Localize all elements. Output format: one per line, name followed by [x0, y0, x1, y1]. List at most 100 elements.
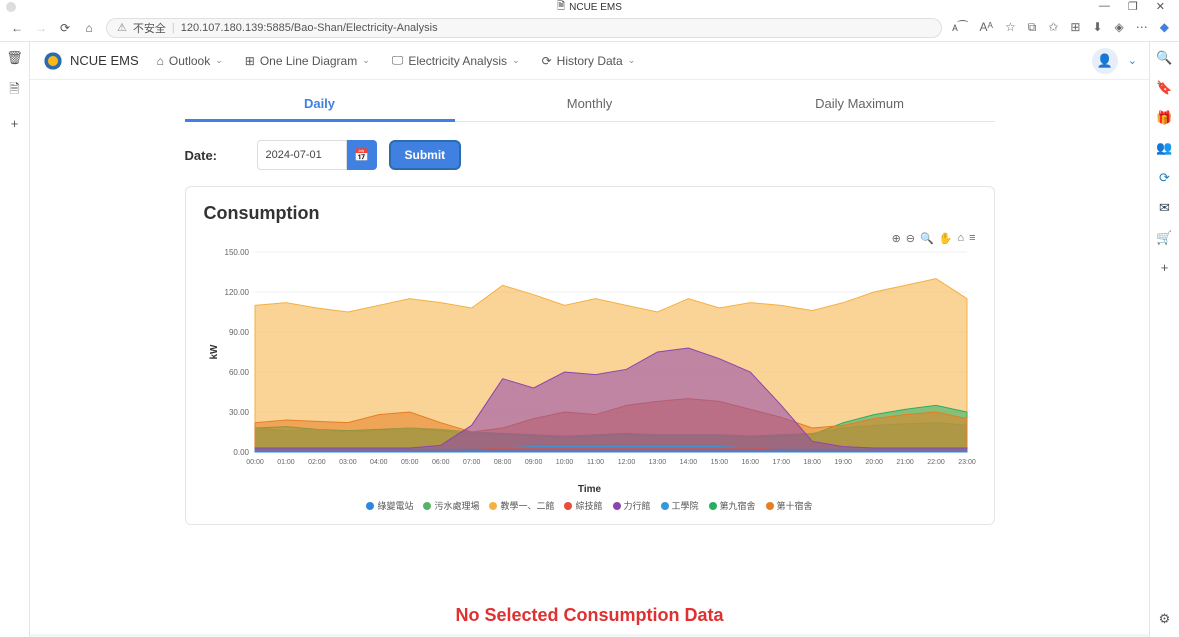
- nav-item-label: Outlook: [169, 54, 210, 68]
- svg-text:60.00: 60.00: [228, 368, 249, 377]
- submit-button[interactable]: Submit: [389, 140, 462, 170]
- forward-button[interactable]: →: [34, 21, 48, 35]
- right-rail-item[interactable]: ✉: [1159, 200, 1170, 216]
- brand-logo-icon: [42, 50, 64, 72]
- view-tabs: DailyMonthlyDaily Maximum: [185, 86, 995, 122]
- nav-item[interactable]: ⊞One Line Diagram⌄: [245, 53, 370, 68]
- nav-item[interactable]: 🖵Electricity Analysis⌄: [392, 53, 520, 68]
- date-label: Date:: [185, 148, 245, 163]
- nav-item[interactable]: ⟳History Data⌄: [542, 53, 636, 68]
- legend-item[interactable]: 綠變電站: [366, 499, 413, 512]
- tab-daily[interactable]: Daily: [185, 86, 455, 121]
- right-rail-item[interactable]: 👥: [1156, 140, 1172, 156]
- right-rail-item[interactable]: 🔍: [1156, 50, 1172, 66]
- svg-text:04:00: 04:00: [370, 459, 388, 466]
- window-title-bar: 🗎 NCUE EMS — ❐ ✕: [0, 0, 1179, 14]
- right-rail-item[interactable]: ⚙: [1159, 611, 1171, 627]
- legend-item[interactable]: 第十宿舍: [766, 499, 813, 512]
- copilot-icon[interactable]: ◆: [1160, 20, 1169, 35]
- legend-dot: [709, 502, 717, 510]
- window-maximize-button[interactable]: ❐: [1128, 0, 1138, 13]
- legend-label: 污水處理場: [434, 499, 479, 512]
- chart-tool-button[interactable]: ⊕: [892, 232, 901, 245]
- nav-item-icon: ⌂: [157, 54, 164, 68]
- svg-text:150.00: 150.00: [224, 248, 249, 257]
- window-minimize-button[interactable]: —: [1099, 0, 1110, 13]
- legend-item[interactable]: 第九宿舍: [709, 499, 756, 512]
- legend-item[interactable]: 教學一、二館: [489, 499, 554, 512]
- chevron-down-icon: ⌄: [628, 55, 636, 66]
- user-menu-button[interactable]: 👤: [1092, 48, 1118, 74]
- tab-monthly[interactable]: Monthly: [455, 86, 725, 121]
- legend-label: 工學院: [672, 499, 699, 512]
- svg-text:07:00: 07:00: [462, 459, 480, 466]
- favorite-icon[interactable]: ☆: [1005, 20, 1016, 35]
- calendar-button[interactable]: 📅: [347, 140, 377, 170]
- favorites-bar-icon[interactable]: ✩: [1048, 20, 1058, 35]
- url-input[interactable]: ⚠ 不安全 | 120.107.180.139:5885/Bao-Shan/El…: [106, 18, 942, 38]
- collections-icon[interactable]: ⧉: [1028, 20, 1037, 35]
- user-menu-chevron-icon[interactable]: ⌄: [1128, 54, 1137, 67]
- legend-item[interactable]: 工學院: [661, 499, 699, 512]
- nav-item-icon: ⟳: [542, 54, 552, 68]
- svg-text:01:00: 01:00: [277, 459, 295, 466]
- tab-daily-maximum[interactable]: Daily Maximum: [725, 86, 995, 121]
- read-aloud-icon[interactable]: ᴀ⁀: [952, 20, 968, 35]
- performance-icon[interactable]: ◈: [1115, 20, 1124, 35]
- chart-tool-button[interactable]: ✋: [939, 232, 953, 245]
- nav-item-icon: ⊞: [245, 54, 255, 68]
- legend-label: 綠變電站: [377, 499, 413, 512]
- nav-item-icon: 🖵: [392, 53, 404, 68]
- url-text: 120.107.180.139:5885/Bao-Shan/Electricit…: [181, 22, 438, 34]
- no-data-message: No Selected Consumption Data: [30, 605, 1149, 626]
- legend-dot: [661, 502, 669, 510]
- downloads-icon[interactable]: ⬇: [1092, 20, 1102, 35]
- legend-dot: [766, 502, 774, 510]
- page-icon: 🗎: [557, 0, 565, 16]
- legend-label: 力行館: [624, 499, 651, 512]
- legend-dot: [366, 502, 374, 510]
- right-rail-item[interactable]: 🛒: [1156, 230, 1172, 246]
- chart-title: Consumption: [204, 203, 976, 224]
- chart-legend: 綠變電站 污水處理場 教學一、二館綜技館 力行館 工學院 第九宿舍第十宿舍: [204, 499, 976, 512]
- svg-text:15:00: 15:00: [710, 459, 728, 466]
- right-rail-item[interactable]: ⟳: [1159, 170, 1170, 186]
- legend-item[interactable]: 污水處理場: [423, 499, 479, 512]
- text-size-icon[interactable]: Aᴬ: [980, 20, 993, 35]
- back-button[interactable]: ←: [10, 21, 24, 35]
- chart-tool-button[interactable]: ⊖: [906, 232, 915, 245]
- page-top-nav: NCUE EMS ⌂ Outlook ⌄ ⊞One Line Diagram⌄ 🖵 Ele…: [30, 42, 1149, 80]
- legend-item[interactable]: 力行館: [613, 499, 651, 512]
- home-button[interactable]: ⌂: [82, 21, 96, 35]
- refresh-button[interactable]: ⟳: [58, 21, 72, 35]
- chart-tool-button[interactable]: ⌂: [957, 232, 964, 245]
- chart-tool-button[interactable]: ≡: [969, 232, 975, 245]
- window-close-button[interactable]: ✕: [1156, 0, 1165, 13]
- extensions-icon[interactable]: ⊞: [1070, 20, 1080, 35]
- consumption-area-chart[interactable]: 0.0030.0060.0090.00120.00150.00kW00:0001…: [204, 232, 976, 482]
- right-rail-item[interactable]: +: [1161, 260, 1169, 275]
- brand-logo[interactable]: NCUE EMS: [42, 50, 139, 72]
- legend-label: 教學一、二館: [500, 499, 554, 512]
- legend-label: 第九宿舍: [720, 499, 756, 512]
- right-rail-item[interactable]: 🎁: [1156, 110, 1172, 126]
- nav-item-label: Electricity Analysis: [408, 54, 507, 68]
- right-rail-item[interactable]: 🔖: [1156, 80, 1172, 96]
- svg-text:11:00: 11:00: [587, 459, 604, 466]
- browser-right-rail: 🔍 🔖 🎁 👥 ⟳ ✉ 🛒 + ⚙: [1149, 42, 1179, 637]
- svg-text:90.00: 90.00: [228, 328, 249, 337]
- svg-text:kW: kW: [209, 344, 220, 360]
- svg-text:06:00: 06:00: [431, 459, 449, 466]
- left-rail-item[interactable]: 🗎: [9, 80, 19, 102]
- left-rail-item[interactable]: 🗑: [6, 50, 23, 66]
- more-icon[interactable]: ⋯: [1136, 20, 1148, 35]
- legend-item[interactable]: 綜技館: [564, 499, 602, 512]
- svg-text:13:00: 13:00: [648, 459, 666, 466]
- nav-item[interactable]: ⌂Outlook⌄: [157, 53, 223, 68]
- legend-dot: [564, 502, 572, 510]
- left-rail-item[interactable]: +: [11, 116, 19, 131]
- profile-avatar[interactable]: [6, 2, 16, 12]
- svg-text:0.00: 0.00: [233, 448, 249, 457]
- chart-tool-button[interactable]: 🔍: [920, 232, 934, 245]
- date-input[interactable]: [257, 140, 347, 170]
